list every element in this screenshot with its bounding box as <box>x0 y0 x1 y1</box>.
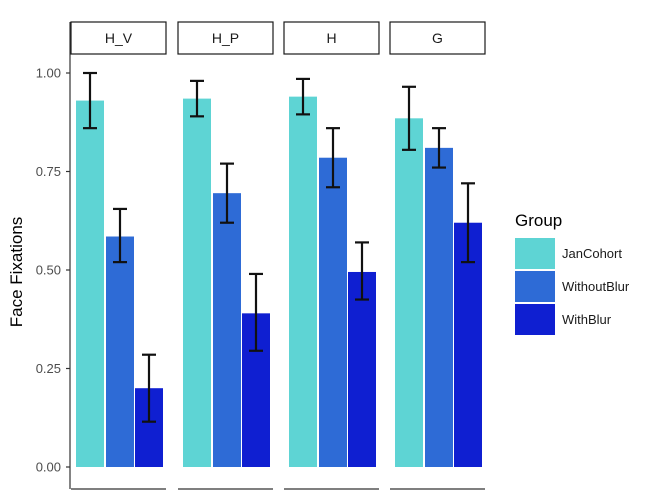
error-bar <box>432 127 446 169</box>
facet-panel-g: G <box>389 21 486 490</box>
bar-jancohort <box>76 100 104 467</box>
y-axis-ticks: 0.00 0.25 0.50 0.75 1.00 <box>36 66 70 475</box>
error-bar <box>220 162 234 224</box>
error-bar <box>83 71 97 130</box>
error-bar <box>296 77 310 116</box>
legend-label: WithBlur <box>562 312 612 327</box>
facet-strip-label: G <box>432 30 443 46</box>
y-tick-label: 0.75 <box>36 164 61 179</box>
bar-jancohort <box>183 98 211 468</box>
legend-label: JanCohort <box>562 246 622 261</box>
legend-key-jancohort <box>515 238 555 269</box>
error-bar <box>113 207 127 264</box>
facet-strip-label: H <box>326 30 336 46</box>
legend-title: Group <box>515 211 562 230</box>
bar-withoutblur <box>213 193 241 468</box>
facet-strip <box>283 21 380 55</box>
error-bar <box>249 272 263 352</box>
facet-strip-label: H_V <box>105 30 133 46</box>
facet-panel-h: H <box>283 21 380 490</box>
bar-withoutblur <box>425 147 453 468</box>
y-tick-label: 0.50 <box>36 263 61 278</box>
legend-label: WithoutBlur <box>562 279 630 294</box>
y-tick-label: 0.25 <box>36 361 61 376</box>
facet-strip-label: H_P <box>212 30 239 46</box>
error-bar <box>402 85 416 151</box>
bar-jancohort <box>395 118 423 467</box>
bar-withoutblur <box>319 157 347 467</box>
facet-panel-h-p: H_P <box>177 21 274 490</box>
error-bar <box>355 241 369 301</box>
legend-key-withblur <box>515 304 555 335</box>
bar-withoutblur <box>106 236 134 467</box>
facet-strip <box>177 21 274 55</box>
y-tick-label: 1.00 <box>36 66 61 81</box>
y-tick-label: 0.00 <box>36 460 61 475</box>
bar-withblur <box>454 222 482 467</box>
facet-panel-h-v: H_V <box>70 21 167 490</box>
legend: Group JanCohort WithoutBlur WithBlur <box>515 211 630 335</box>
error-bar <box>142 353 156 423</box>
error-bar <box>461 182 475 264</box>
legend-key-withoutblur <box>515 271 555 302</box>
facet-panels: H_V H_P H G <box>70 21 486 490</box>
bar-jancohort <box>289 96 317 467</box>
bar-withblur <box>348 271 376 467</box>
y-axis-title: Face Fixations <box>7 217 26 328</box>
facet-strip <box>70 21 167 55</box>
facet-strip <box>389 21 486 55</box>
error-bar <box>190 79 204 118</box>
error-bar <box>326 127 340 189</box>
